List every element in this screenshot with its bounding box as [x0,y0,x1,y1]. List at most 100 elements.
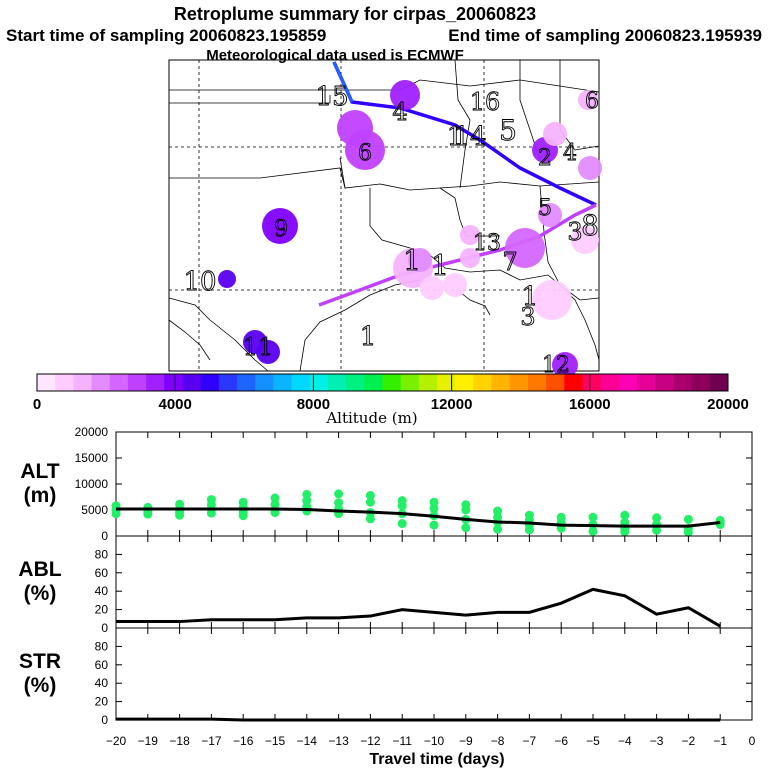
y-tick-label: 0 [101,621,108,635]
colorbar-swatch [146,374,165,391]
y-tick-label: 20 [95,695,109,709]
map-cluster-circle [552,352,578,378]
start-time-label: Start time of sampling 20060823.195859 [6,26,326,45]
alt-scatter-point [461,505,471,515]
panel-ylabel-line2: (m) [24,484,57,507]
colorbar-swatch [73,374,93,391]
map-plume-label: 7 [502,248,517,276]
alt-scatter-point [111,509,121,519]
colorbar-swatch [400,374,420,391]
x-tick-label: −2 [682,734,696,748]
colorbar-swatch [164,374,183,391]
map-plume-label: 1 [403,244,421,277]
x-tick-label: −4 [618,734,632,748]
chart-panel-alt: ALT(m) 0 5000 10000 15000 20000 [20,425,753,543]
alt-scatter-point [334,489,344,499]
alt-scatter-point [175,510,185,520]
map-plume-label: 16 [470,88,501,116]
x-tick-label: −12 [360,734,381,748]
alt-scatter-point [683,514,693,524]
x-tick-label: −17 [201,734,222,748]
map-cluster-circle [262,208,298,244]
alt-scatter-point [652,513,662,523]
map-plume-label: 14 [453,122,486,152]
alt-scatter-point [493,524,503,534]
map-plume-label: 1 [431,249,449,282]
colorbar-swatch [673,374,693,391]
map-cluster-circle [390,80,420,110]
y-tick-label: 60 [95,566,109,580]
map-plume-label: 4 [392,98,407,126]
x-tick-label: −9 [459,734,473,748]
alt-scatter-point [524,525,534,535]
x-tick-label: −13 [328,734,349,748]
map-plume-label: 9 [274,217,288,242]
x-tick-label: 0 [749,734,756,748]
alt-scatter-point [429,497,439,507]
y-tick-label: 40 [95,676,109,690]
alt-scatter-point [429,503,439,513]
alt-scatter-point [302,496,312,506]
map-plume-label: 6 [585,89,599,114]
colorbar-swatch [382,374,402,391]
colorbar-swatch [200,374,220,391]
alt-scatter-point [365,514,375,524]
alt-scatter-point [365,490,375,500]
colorbar-ticks: 0 4000 8000 12000 16000 20000 [33,374,749,413]
y-tick-label: 5000 [81,503,108,517]
alt-scatter-point [397,519,407,529]
colorbar-swatch [473,374,493,391]
x-tick-label: −11 [392,734,412,748]
map-cluster-circle [408,248,432,272]
map-plume-label: 15 [315,82,348,112]
colorbar-swatch [346,374,365,391]
met-data-label: Meteorological data used is ECMWF [206,47,464,64]
alt-scatter-point [620,510,630,520]
colorbar-swatch [655,374,674,391]
x-tick-label: −1 [713,734,727,748]
colorbar-swatch [273,374,293,391]
map-cluster-circle [460,225,480,245]
alt-scatter-point [206,508,216,518]
alt-scatter-point [334,498,344,508]
figure-title: Retroplume summary for cirpas_20060823 [174,4,536,24]
colorbar-swatch [709,374,729,391]
alt-scatter-point [429,520,439,530]
map-plume-label: 1 [522,282,539,312]
colorbar-swatch [55,374,74,391]
alt-scatter-point [365,497,375,507]
chart-panels: ALT(m)05000100001500020000ABL(%)02040608… [18,425,755,748]
map-cluster-circle [571,226,599,254]
colorbar-tick-label: 16000 [569,396,611,413]
map-cluster-circle [345,130,385,170]
trajectory-line-1-start [332,61,354,103]
colorbar-swatch [582,374,602,391]
map-plume-label: 13 [473,231,501,256]
colorbar-swatch [691,374,711,391]
x-tick-label: −20 [106,734,127,748]
map-frame [168,59,600,372]
alt-scatter-point [683,527,693,537]
alt-scatter-point [397,501,407,511]
chart-panel-abl: ABL(%) 0 20 40 60 80 [18,535,753,635]
y-tick-label: 80 [95,639,109,653]
map-plume-label: 1 [447,122,464,152]
map-cluster-circle [460,248,480,268]
colorbar-swatches [37,374,729,391]
colorbar-tick-label: 20000 [707,396,749,413]
alt-scatter-point [238,511,248,521]
x-tick-label: −7 [523,734,537,748]
colorbar-swatch [237,374,256,391]
map-plume-label: 5 [499,114,517,147]
end-time-label: End time of sampling 20060823.195939 [448,26,762,45]
colorbar-swatch [564,374,584,391]
map-cluster-circle [443,273,467,297]
colorbar-swatch [364,374,383,391]
x-tick-label: −16 [233,734,254,748]
trajectory-line-1 [332,61,597,207]
y-tick-label: 40 [95,584,109,598]
y-tick-label: 20000 [75,425,109,439]
x-axis-title: Travel time (days) [369,751,504,768]
